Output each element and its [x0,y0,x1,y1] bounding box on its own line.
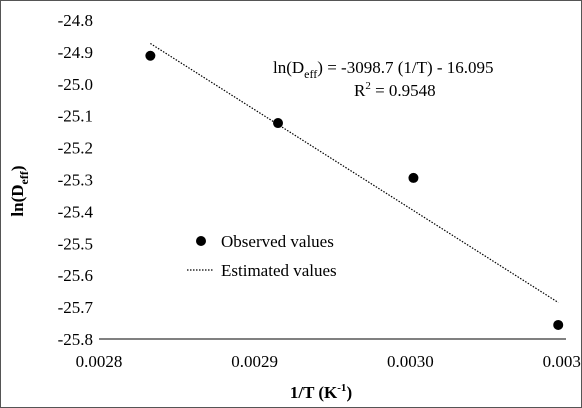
legend-observed-label: Observed values [221,232,334,251]
series-layer [145,42,564,330]
y-axis-title: ln(Deff) [8,165,31,216]
y-tick-label: -25.0 [58,75,93,94]
x-axis-title: 1/T (K-1) [290,382,352,402]
y-tick-label: -25.2 [58,139,93,158]
legend: Observed values Estimated values [187,232,337,280]
y-tick-label: -25.4 [58,202,94,221]
observed-point [553,319,564,330]
x-tick-label: 0.0028 [76,352,123,371]
y-tick-label: -25.5 [58,234,93,253]
trendline-equation: ln(Deff) = -3098.7 (1/T) - 16.095 [273,58,494,81]
y-tick-label: -25.6 [58,266,93,285]
y-axis-ticks: -24.8 -24.9 -25.0 -25.1 -25.2 -25.3 -25.4 -25.5… [58,11,94,349]
legend-observed-marker [196,236,206,246]
x-tick-label: 0.0031 [543,352,581,371]
y-tick-label: -25.1 [58,107,93,126]
observed-point [145,50,156,61]
y-tick-label: -25.8 [58,330,93,349]
y-tick-label: -25.7 [58,298,94,317]
observed-point [408,172,419,183]
y-tick-label: -24.9 [58,43,93,62]
r-squared-label: R2 = 0.9548 [354,80,436,100]
x-tick-label: 0.0029 [231,352,278,371]
legend-estimated-label: Estimated values [221,261,337,280]
y-tick-label: -24.8 [58,11,93,30]
estimated-trendline [150,42,559,303]
x-tick-label: 0.0030 [387,352,434,371]
observed-point [273,118,284,129]
x-axis-ticks: 0.0028 0.0029 0.0030 0.0031 [76,352,581,371]
y-tick-label: -25.3 [58,171,93,190]
